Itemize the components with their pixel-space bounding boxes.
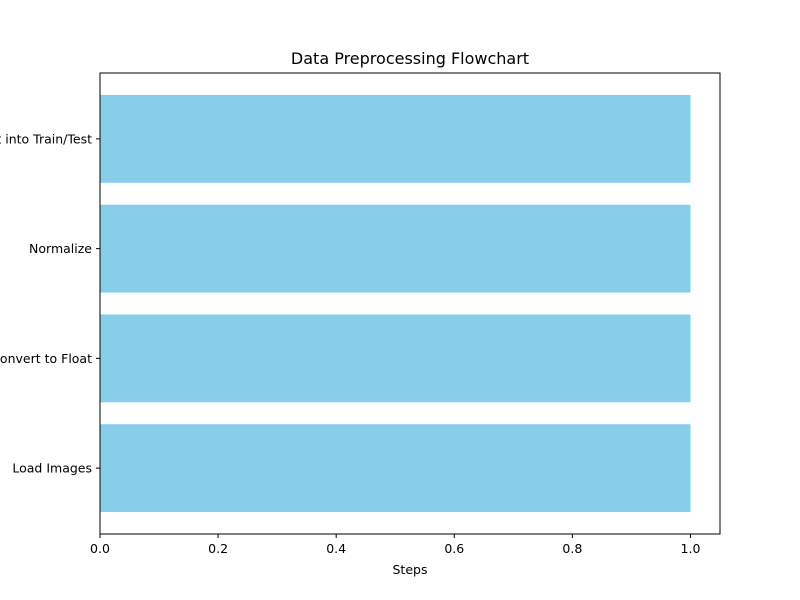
plot-frame: [99, 72, 721, 535]
x-tick-label: 0.8: [562, 541, 582, 556]
chart-title: Data Preprocessing Flowchart: [291, 49, 529, 68]
y-tick-label: Load Images: [12, 461, 92, 476]
x-tick-label: 1.0: [681, 541, 701, 556]
bar-1: [100, 424, 691, 513]
bars-layer: [100, 94, 691, 513]
x-tick-label: 0.0: [90, 541, 110, 556]
y-tick-label: Split into Train/Test: [0, 131, 92, 146]
y-axis-ticks: Load Images Convert to Float Normalize Spli…: [0, 131, 100, 476]
x-tick-label: 0.6: [444, 541, 464, 556]
y-tick-label: Normalize: [29, 241, 92, 256]
x-axis-label: Steps: [393, 562, 428, 577]
x-tick-label: 0.4: [326, 541, 346, 556]
bar-2: [100, 314, 691, 403]
x-axis-ticks: 0.0 0.2 0.4 0.6 0.8 1.0: [90, 534, 700, 556]
bar-3: [100, 204, 691, 293]
x-tick-label: 0.2: [208, 541, 228, 556]
bar-4: [100, 94, 691, 183]
y-tick-label: Convert to Float: [0, 351, 92, 366]
